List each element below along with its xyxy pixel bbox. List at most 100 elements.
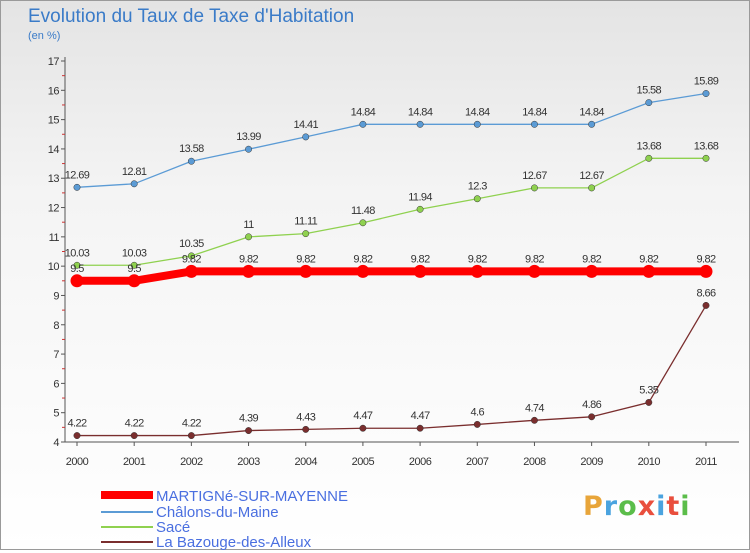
data-label: 11.48 [351, 205, 375, 217]
data-point [531, 416, 538, 424]
data-point [645, 99, 653, 107]
proxiti-logo: Proxiti [583, 491, 691, 522]
data-label: 4.74 [525, 402, 544, 414]
data-point [302, 425, 310, 433]
data-label: 12.67 [522, 170, 547, 182]
data-point [527, 264, 541, 278]
data-label: 10.03 [65, 247, 90, 259]
data-point [473, 420, 481, 428]
data-point [73, 261, 81, 269]
y-tick-label: 7 [53, 349, 59, 361]
data-point [642, 264, 656, 278]
data-point [187, 157, 195, 165]
legend-label: Châlons-du-Maine [156, 504, 279, 521]
y-tick-label: 5 [53, 408, 59, 420]
x-tick-label: 2002 [180, 456, 203, 468]
legend-label: MARTIGNé-SUR-MAYENNE [156, 488, 348, 505]
data-point [359, 424, 367, 432]
logo-letter: t [666, 491, 681, 522]
y-tick-label: 10 [48, 261, 60, 273]
data-label: 13.68 [637, 140, 662, 152]
data-label: 4.22 [67, 418, 86, 430]
logo-letter: o [618, 491, 638, 522]
data-point [130, 432, 138, 440]
data-point [245, 233, 252, 241]
data-label: 10.03 [122, 247, 147, 259]
data-label: 9.82 [468, 253, 487, 265]
data-label: 12.67 [579, 170, 604, 182]
data-label: 9.82 [182, 253, 201, 265]
x-tick-label: 2011 [695, 456, 717, 468]
y-tick-label: 17 [48, 56, 60, 68]
data-point [302, 133, 310, 141]
data-point [187, 252, 195, 260]
data-label: 11.94 [408, 191, 432, 203]
data-label: 14.84 [408, 106, 433, 118]
data-point [702, 301, 710, 309]
data-label: 9.5 [127, 263, 141, 275]
data-point [184, 264, 198, 278]
data-label: 12.69 [65, 169, 90, 181]
series-line [77, 267, 706, 285]
data-point [699, 264, 713, 278]
data-label: 4.22 [182, 418, 201, 430]
data-label: 9.82 [696, 253, 715, 265]
x-tick-label: 2006 [409, 456, 432, 468]
y-tick-label: 12 [48, 203, 60, 215]
data-label: 14.41 [293, 119, 318, 131]
x-tick-label: 2001 [123, 456, 146, 468]
logo-letter: r [603, 491, 619, 522]
data-label: 15.89 [694, 76, 719, 88]
x-tick-label: 2010 [638, 456, 661, 468]
y-tick-label: 14 [48, 144, 60, 156]
data-label: 4.86 [582, 399, 601, 411]
data-point [585, 264, 599, 278]
data-point [416, 205, 424, 213]
data-label: 9.82 [525, 253, 544, 265]
data-point [413, 264, 427, 278]
data-label: 13.68 [694, 140, 719, 152]
x-tick-label: 2003 [237, 456, 260, 468]
data-label: 12.81 [122, 166, 147, 178]
data-label: 4.47 [353, 410, 372, 422]
data-point [130, 180, 138, 188]
x-tick-label: 2005 [352, 456, 375, 468]
data-label: 9.82 [353, 253, 372, 265]
data-label: 13.99 [236, 131, 261, 143]
data-label: 4.47 [411, 410, 430, 422]
data-point [531, 120, 538, 128]
data-point [127, 274, 141, 288]
data-point [588, 413, 596, 421]
legend-swatch [101, 511, 153, 513]
data-label: 11 [243, 219, 254, 231]
y-tick-label: 13 [48, 173, 60, 185]
data-label: 4.43 [296, 411, 315, 423]
data-point [130, 261, 138, 269]
data-point [359, 219, 367, 227]
data-label: 14.84 [579, 106, 604, 118]
data-point [702, 154, 710, 162]
chart-title: Evolution du Taux de Taxe d'Habitation [28, 6, 355, 27]
data-label: 14.84 [522, 106, 547, 118]
legend-label: Sacé [156, 519, 191, 536]
data-label: 9.82 [296, 253, 315, 265]
data-point [473, 195, 481, 203]
data-label: 14.84 [351, 106, 376, 118]
legend-label: La Bazouge-des-Alleux [156, 534, 312, 551]
x-tick-label: 2004 [294, 456, 317, 468]
data-point [242, 264, 256, 278]
series-line [76, 92, 707, 188]
data-point [531, 184, 538, 192]
data-label: 9.82 [239, 253, 258, 265]
data-point [70, 274, 84, 288]
x-tick-label: 2008 [523, 456, 546, 468]
data-label: 9.5 [70, 263, 84, 275]
data-point [473, 120, 481, 128]
data-point [187, 432, 195, 440]
data-point [359, 120, 367, 128]
y-tick-label: 16 [48, 85, 60, 97]
data-point [245, 427, 252, 435]
data-label: 4.39 [239, 413, 258, 425]
logo-letter: P [583, 491, 604, 522]
data-label: 5.35 [639, 384, 658, 396]
